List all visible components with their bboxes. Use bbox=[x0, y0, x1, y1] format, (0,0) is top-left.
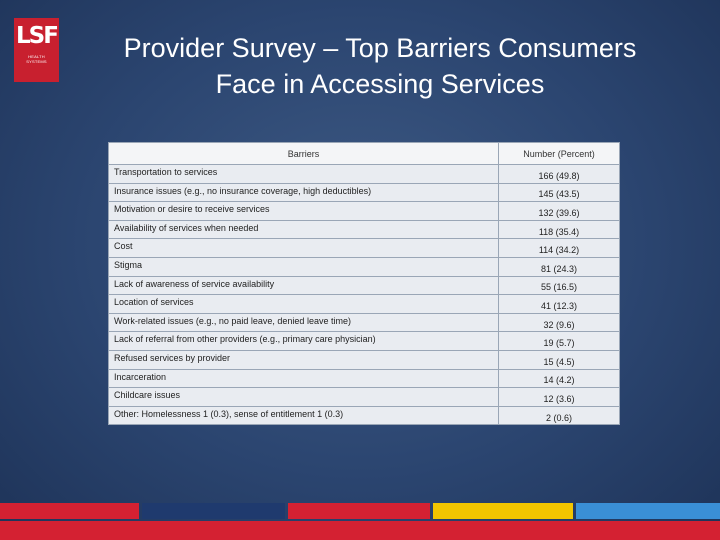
stripe-red-2 bbox=[288, 503, 430, 519]
table-row: Stigma 81 (24.3) bbox=[108, 256, 620, 277]
logo-subtext: HEALTH SYSTEMS bbox=[26, 54, 47, 64]
barrier-cell: Childcare issues bbox=[108, 387, 499, 407]
number-percent-cell: 166 (49.8) bbox=[498, 164, 620, 184]
table-row: Location of services 41 (12.3) bbox=[108, 294, 620, 314]
barrier-cell: Lack of referral from other providers (e… bbox=[108, 331, 499, 351]
barrier-cell: Motivation or desire to receive services bbox=[108, 201, 499, 221]
column-header-barriers: Barriers bbox=[108, 142, 499, 165]
table-row: Lack of referral from other providers (e… bbox=[108, 331, 620, 351]
table-row: Work-related issues (e.g., no paid leave… bbox=[108, 312, 620, 333]
number-percent-cell: 55 (16.5) bbox=[498, 275, 620, 296]
barriers-table: Barriers Number (Percent) Transportation… bbox=[108, 142, 620, 426]
stripe-blue bbox=[576, 503, 720, 519]
logo-mark: LSF bbox=[16, 23, 59, 49]
table-row: Childcare issues 12 (3.6) bbox=[108, 387, 620, 407]
barrier-cell: Lack of awareness of service availabilit… bbox=[108, 275, 499, 296]
number-percent-cell: 19 (5.7) bbox=[498, 331, 620, 351]
table-row: Transportation to services 166 (49.8) bbox=[108, 164, 620, 184]
barrier-cell: Incarceration bbox=[108, 368, 499, 389]
slide-title: Provider Survey – Top Barriers Consumers… bbox=[80, 30, 680, 102]
barrier-cell: Cost bbox=[108, 238, 499, 258]
slide-title-line-1: Provider Survey – Top Barriers Consumers bbox=[123, 33, 637, 63]
number-percent-cell: 12 (3.6) bbox=[498, 387, 620, 407]
number-percent-cell: 15 (4.5) bbox=[498, 349, 620, 370]
barrier-cell: Insurance issues (e.g., no insurance cov… bbox=[108, 182, 499, 203]
barrier-cell: Location of services bbox=[108, 294, 499, 314]
slide-title-line-2: Face in Accessing Services bbox=[215, 69, 545, 99]
table-row: Availability of services when needed 118 … bbox=[108, 219, 620, 240]
number-percent-cell: 145 (43.5) bbox=[498, 182, 620, 203]
column-header-number-percent: Number (Percent) bbox=[498, 142, 620, 165]
barrier-cell: Refused services by provider bbox=[108, 349, 499, 370]
table-body: Transportation to services 166 (49.8) Insu… bbox=[108, 164, 620, 426]
table-header-row: Barriers Number (Percent) bbox=[108, 142, 620, 165]
number-percent-cell: 81 (24.3) bbox=[498, 256, 620, 277]
table-row: Incarceration 14 (4.2) bbox=[108, 368, 620, 389]
number-percent-cell: 118 (35.4) bbox=[498, 219, 620, 240]
footer-base-bar bbox=[0, 521, 720, 540]
company-logo: LSF HEALTH SYSTEMS bbox=[14, 18, 59, 82]
barrier-cell: Other: Homelessness 1 (0.3), sense of en… bbox=[108, 405, 499, 426]
table-row: Lack of awareness of service availabilit… bbox=[108, 275, 620, 296]
number-percent-cell: 2 (0.6) bbox=[498, 405, 620, 426]
stripe-red bbox=[0, 503, 139, 519]
table-row: Refused services by provider 15 (4.5) bbox=[108, 349, 620, 370]
table-row: Insurance issues (e.g., no insurance cov… bbox=[108, 182, 620, 203]
barrier-cell: Transportation to services bbox=[108, 164, 499, 184]
number-percent-cell: 114 (34.2) bbox=[498, 238, 620, 258]
number-percent-cell: 132 (39.6) bbox=[498, 201, 620, 221]
number-percent-cell: 32 (9.6) bbox=[498, 312, 620, 333]
stripe-yellow bbox=[433, 503, 573, 519]
table-row: Cost 114 (34.2) bbox=[108, 238, 620, 258]
barrier-cell: Stigma bbox=[108, 256, 499, 277]
footer-stripes bbox=[0, 503, 720, 540]
table-row: Other: Homelessness 1 (0.3), sense of en… bbox=[108, 405, 620, 426]
table-row: Motivation or desire to receive services… bbox=[108, 201, 620, 221]
barrier-cell: Work-related issues (e.g., no paid leave… bbox=[108, 312, 499, 333]
barrier-cell: Availability of services when needed bbox=[108, 219, 499, 240]
number-percent-cell: 41 (12.3) bbox=[498, 294, 620, 314]
number-percent-cell: 14 (4.2) bbox=[498, 368, 620, 389]
stripe-navy bbox=[142, 503, 285, 519]
